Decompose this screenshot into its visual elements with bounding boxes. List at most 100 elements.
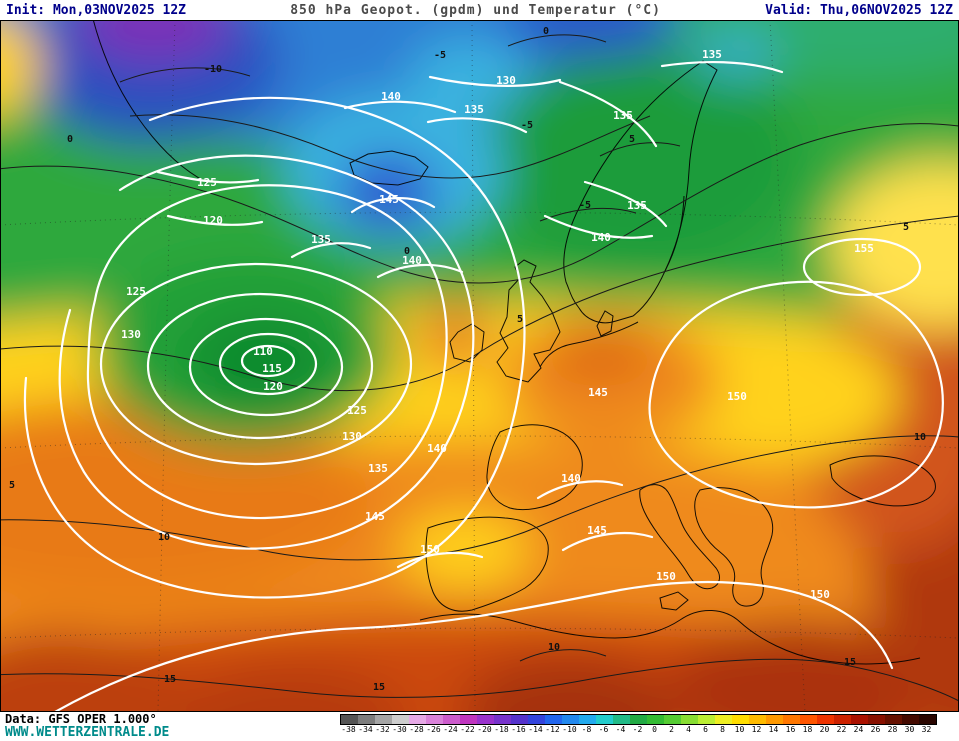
temperature-contours	[0, 34, 959, 702]
geopotential-label: 155	[854, 242, 874, 255]
legend-value: -12	[545, 725, 560, 734]
footer-credits: Data: GFS OPER 1.000° WWW.WETTERZENTRALE…	[0, 712, 340, 740]
legend-swatch	[851, 715, 868, 724]
legend-value: 16	[785, 725, 796, 734]
legend-value: -34	[358, 725, 373, 734]
temperature-field	[0, 20, 959, 712]
geopotential-label: 130	[496, 74, 516, 87]
legend-swatch	[783, 715, 800, 724]
data-source-label: Data: GFS OPER 1.000°	[5, 712, 157, 726]
legend-value: 10	[734, 725, 745, 734]
temperature-label: 5	[629, 134, 635, 145]
legend-value: -6	[598, 725, 609, 734]
legend-swatch	[681, 715, 698, 724]
legend-swatch	[460, 715, 477, 724]
legend-swatch	[868, 715, 885, 724]
legend-value: 18	[802, 725, 813, 734]
legend-swatch	[494, 715, 511, 724]
geopotential-label: 150	[727, 390, 747, 403]
temperature-label: -5	[434, 50, 446, 61]
legend-value: 12	[751, 725, 762, 734]
geopotential-label: 135	[311, 233, 331, 246]
site-label: WWW.WETTERZENTRALE.DE	[5, 725, 170, 740]
geopotential-label: 145	[588, 386, 608, 399]
legend-value: 2	[669, 725, 674, 734]
legend-value: 24	[853, 725, 864, 734]
legend-swatch	[698, 715, 715, 724]
legend-swatch	[392, 715, 409, 724]
legend-value: -14	[528, 725, 543, 734]
geopotential-label: 150	[420, 543, 440, 556]
geopotential-label: 120	[203, 214, 223, 227]
geopotential-label: 115	[262, 362, 282, 375]
init-label: Init: Mon,03NOV2025 12Z	[6, 2, 187, 18]
legend-value: 32	[921, 725, 932, 734]
legend-value: 26	[870, 725, 881, 734]
legend-value: 28	[887, 725, 898, 734]
geopotential-label: 130	[342, 430, 362, 443]
legend-value: -26	[426, 725, 441, 734]
temperature-label: 10	[548, 642, 560, 653]
temperature-label: -10	[204, 64, 222, 75]
legend-swatch	[562, 715, 579, 724]
legend-value: 0	[652, 725, 657, 734]
valid-label: Valid: Thu,06NOV2025 12Z	[765, 2, 953, 18]
legend-value: -4	[615, 725, 626, 734]
geopotential-label: 150	[656, 570, 676, 583]
legend-swatch	[766, 715, 783, 724]
legend-swatch	[817, 715, 834, 724]
footer: Data: GFS OPER 1.000° WWW.WETTERZENTRALE…	[0, 712, 959, 741]
legend-swatch	[647, 715, 664, 724]
legend-swatch	[443, 715, 460, 724]
temperature-label: 10	[914, 432, 926, 443]
legend-value: -10	[562, 725, 577, 734]
map-area: 135 130 140 135 135 125 145 135 120 140 135 155 140 1…	[0, 20, 959, 712]
legend-value: -8	[581, 725, 592, 734]
geopotential-label: 120	[263, 380, 283, 393]
geopotential-label: 135	[613, 109, 633, 122]
geopotential-label: 150	[810, 588, 830, 601]
temperature-label: 15	[164, 674, 176, 685]
legend-swatch	[919, 715, 936, 724]
legend-swatch	[630, 715, 647, 724]
temperature-label: 5	[9, 480, 15, 491]
legend-swatch	[358, 715, 375, 724]
legend-value: 8	[720, 725, 725, 734]
geopotential-label: 140	[427, 442, 447, 455]
legend-swatch	[834, 715, 851, 724]
legend-value: 14	[768, 725, 779, 734]
temperature-label: 15	[844, 657, 856, 668]
legend-bar	[340, 714, 937, 725]
legend-swatch	[511, 715, 528, 724]
geopotential-label: 135	[464, 103, 484, 116]
legend-value: -38	[341, 725, 356, 734]
temperature-label: 15	[373, 682, 385, 693]
geopotential-label: 140	[591, 231, 611, 244]
legend-value: 4	[686, 725, 691, 734]
temperature-label: -5	[521, 120, 533, 131]
geopotential-label: 125	[347, 404, 367, 417]
legend-swatch	[732, 715, 749, 724]
legend-swatch	[885, 715, 902, 724]
temperature-label: 5	[903, 222, 909, 233]
temperature-label: 5	[517, 314, 523, 325]
legend-swatch	[426, 715, 443, 724]
legend-swatch	[800, 715, 817, 724]
legend-swatch	[477, 715, 494, 724]
geopotential-label: 145	[365, 510, 385, 523]
graticule	[0, 20, 959, 712]
coastlines	[92, 20, 936, 665]
geopotential-label: 145	[587, 524, 607, 537]
geopotential-label: 130	[121, 328, 141, 341]
legend-swatch	[715, 715, 732, 724]
legend-value: -24	[443, 725, 458, 734]
geopotential-label: 140	[561, 472, 581, 485]
legend-value: -28	[409, 725, 424, 734]
geopotential-label: 125	[197, 176, 217, 189]
legend-swatch	[613, 715, 630, 724]
temperature-label: -5	[579, 200, 591, 211]
legend-value: -16	[511, 725, 526, 734]
geopotential-label: 145	[379, 193, 399, 206]
temperature-label: 0	[67, 134, 73, 145]
legend-value: 22	[836, 725, 847, 734]
